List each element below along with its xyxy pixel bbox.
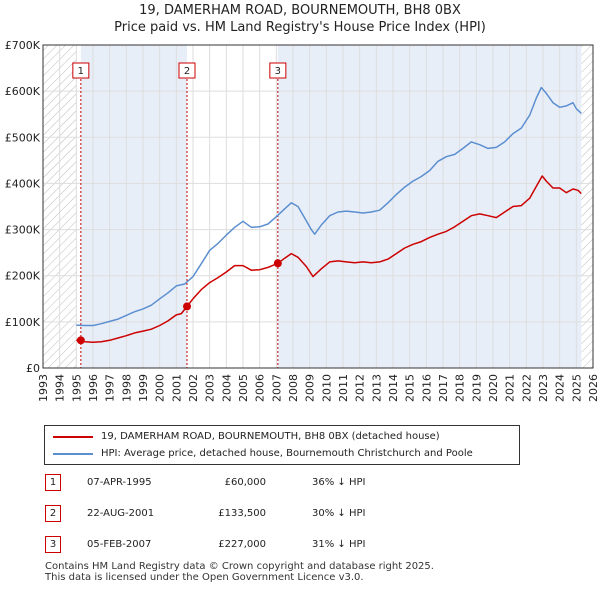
x-tick-label: 1999 [137,374,150,402]
x-tick-label: 2004 [220,374,233,402]
sale-marker-box [269,62,287,79]
chart-title: 19, DAMERHAM ROAD, BOURNEMOUTH, BH8 0BX … [0,2,600,36]
plot-frame [42,44,594,369]
transaction-price: £60,000 [224,477,266,488]
transaction-price: £133,500 [218,508,266,519]
x-tick-label: 1994 [54,374,67,402]
transaction-hpi-diff: 30% ↓ HPI [312,508,366,519]
y-tick-label: £100K [5,316,41,329]
x-tick-label: 2015 [404,374,417,402]
y-tick-label: £400K [5,177,41,190]
x-tick-label: 2019 [470,374,483,402]
y-tick-label: £0 [26,362,40,375]
x-tick-label: 2011 [337,374,350,402]
legend-label-price: 19, DAMERHAM ROAD, BOURNEMOUTH, BH8 0BX … [101,431,440,442]
y-tick-label: £700K [5,39,41,52]
ownership-band [277,45,582,368]
legend-swatch-price [53,436,93,438]
x-tick-label: 2000 [154,374,167,402]
y-tick-label: £200K [5,270,41,283]
sale-marker-label: 2 [184,66,190,77]
sale-marker-label: 1 [78,66,84,77]
transaction-hpi-diff: 36% ↓ HPI [312,477,366,488]
transaction-number: 1 [45,474,61,491]
x-tick-label: 2002 [187,374,200,402]
legend-swatch-hpi [53,453,93,455]
x-tick-label: 2024 [554,374,567,402]
y-tick-label: £600K [5,85,41,98]
transaction-row: 1 07-APR-1995 £60,000 36% ↓ HPI [0,474,600,492]
x-tick-label: 2005 [237,374,250,402]
x-tick-label: 2020 [487,374,500,402]
x-tick-label: 2017 [437,374,450,402]
transaction-row: 3 05-FEB-2007 £227,000 31% ↓ HPI [0,536,600,554]
y-tick-label: £500K [5,131,41,144]
x-tick-label: 2010 [320,374,333,402]
x-tick-label: 2012 [354,374,367,402]
x-tick-label: 2023 [537,374,550,402]
x-tick-label: 2022 [520,374,533,402]
x-tick-label: 2016 [420,374,433,402]
sale-point [273,259,282,268]
transaction-number: 3 [45,536,61,553]
transaction-date: 05-FEB-2007 [87,539,152,550]
series-line-price [76,175,582,343]
x-tick-label: 2018 [454,374,467,402]
x-tick-label: 1998 [120,374,133,402]
transaction-row: 2 22-AUG-2001 £133,500 30% ↓ HPI [0,505,600,523]
sale-point [76,336,85,345]
sale-point [183,302,191,311]
x-tick-label: 2025 [570,374,583,402]
sale-marker-label: 3 [275,66,281,77]
transaction-price: £227,000 [218,539,266,550]
transaction-date: 22-AUG-2001 [87,508,155,519]
x-tick-label: 2014 [387,374,400,402]
legend-label-hpi: HPI: Average price, detached house, Bour… [101,448,473,459]
x-tick-label: 2008 [287,374,300,402]
x-tick-label: 1993 [37,374,50,402]
sale-marker-box [178,62,196,79]
transaction-hpi-diff: 31% ↓ HPI [312,539,366,550]
transaction-date: 07-APR-1995 [87,477,152,488]
x-tick-label: 2003 [204,374,217,402]
footer: Contains HM Land Registry data © Crown c… [45,561,434,583]
x-tick-label: 2009 [304,374,317,402]
legend: 19, DAMERHAM ROAD, BOURNEMOUTH, BH8 0BX … [44,425,520,465]
series-line-hpi [76,86,582,327]
y-tick-label: £300K [5,224,41,237]
price-chart: £0 £100K £200K £300K £400K £500K £600K £700K 199… [5,39,600,402]
footer-line1: Contains HM Land Registry data © Crown c… [45,561,434,572]
x-tick-label: 2001 [170,374,183,402]
chart-title-line1: 19, DAMERHAM ROAD, BOURNEMOUTH, BH8 0BX [139,3,461,18]
chart-title-line2: Price paid vs. HM Land Registry's House … [114,20,486,35]
ownership-band [80,45,187,368]
footer-line2: This data is licensed under the Open Gov… [45,572,364,583]
hatch-after-data [581,45,593,368]
x-tick-label: 2007 [270,374,283,402]
transaction-number: 2 [45,505,61,522]
sale-marker-box [72,62,90,79]
x-tick-label: 2013 [370,374,383,402]
x-tick-label: 2021 [504,374,517,402]
x-tick-label: 1996 [87,374,100,402]
x-tick-label: 2006 [254,374,267,402]
x-tick-label: 1997 [104,374,117,402]
x-tick-label: 1995 [70,374,83,402]
x-tick-label: 2026 [587,374,600,402]
